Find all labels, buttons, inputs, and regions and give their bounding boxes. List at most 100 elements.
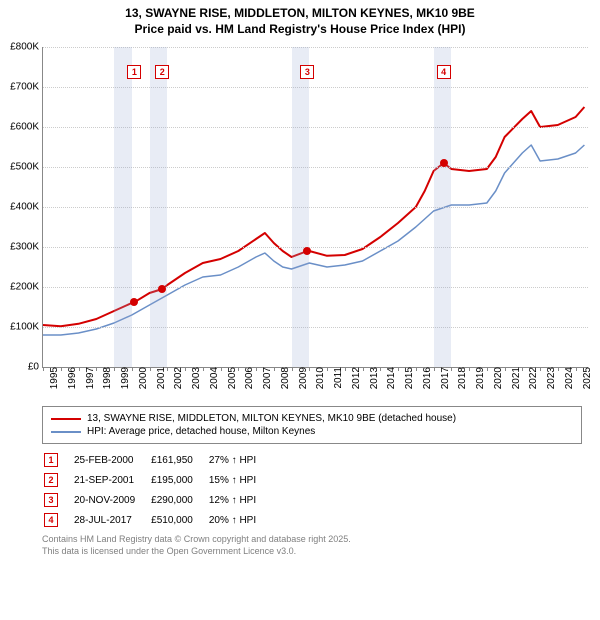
x-axis-label: 2019 bbox=[473, 367, 486, 389]
y-axis-label: £200K bbox=[10, 282, 43, 293]
x-tick bbox=[61, 367, 62, 371]
x-tick bbox=[203, 367, 204, 371]
x-tick bbox=[43, 367, 44, 371]
chart-container: 13, SWAYNE RISE, MIDDLETON, MILTON KEYNE… bbox=[0, 0, 600, 558]
x-axis-label: 2004 bbox=[207, 367, 220, 389]
x-tick bbox=[185, 367, 186, 371]
sale-number-box: 3 bbox=[44, 493, 58, 507]
x-axis-label: 2001 bbox=[154, 367, 167, 389]
sale-change: 27% ↑ HPI bbox=[207, 450, 270, 470]
x-tick bbox=[221, 367, 222, 371]
sale-change: 15% ↑ HPI bbox=[207, 470, 270, 490]
sales-table: 1 25-FEB-2000£161,95027% ↑ HPI221-SEP-200… bbox=[42, 450, 270, 530]
x-axis-label: 2007 bbox=[260, 367, 273, 389]
x-tick bbox=[540, 367, 541, 371]
x-axis-label: 1996 bbox=[65, 367, 78, 389]
highlight-band bbox=[114, 47, 132, 367]
highlight-band bbox=[150, 47, 168, 367]
x-tick bbox=[416, 367, 417, 371]
x-tick bbox=[434, 367, 435, 371]
x-tick bbox=[256, 367, 257, 371]
sale-number-box: 1 bbox=[44, 453, 58, 467]
x-axis-label: 2003 bbox=[189, 367, 202, 389]
sale-date: 20-NOV-2009 bbox=[72, 490, 149, 510]
x-tick bbox=[522, 367, 523, 371]
sale-dot bbox=[440, 159, 448, 167]
x-axis-label: 1998 bbox=[100, 367, 113, 389]
x-axis-label: 2000 bbox=[136, 367, 149, 389]
footnote-line-1: Contains HM Land Registry data © Crown c… bbox=[42, 534, 582, 546]
x-tick bbox=[380, 367, 381, 371]
table-row: 1 25-FEB-2000£161,95027% ↑ HPI bbox=[42, 450, 270, 470]
title-line-1: 13, SWAYNE RISE, MIDDLETON, MILTON KEYNE… bbox=[0, 6, 600, 22]
x-tick bbox=[487, 367, 488, 371]
x-axis-label: 2005 bbox=[225, 367, 238, 389]
table-row: 221-SEP-2001£195,00015% ↑ HPI bbox=[42, 470, 270, 490]
sale-date: 25-FEB-2000 bbox=[72, 450, 149, 470]
x-tick bbox=[150, 367, 151, 371]
x-tick bbox=[132, 367, 133, 371]
x-axis-label: 2016 bbox=[420, 367, 433, 389]
sale-marker: 4 bbox=[437, 65, 451, 79]
y-axis-label: £100K bbox=[10, 322, 43, 333]
y-axis-label: £400K bbox=[10, 202, 43, 213]
x-tick bbox=[363, 367, 364, 371]
title-line-2: Price paid vs. HM Land Registry's House … bbox=[0, 22, 600, 38]
x-tick bbox=[167, 367, 168, 371]
x-axis-label: 1997 bbox=[83, 367, 96, 389]
sale-number-box: 4 bbox=[44, 513, 58, 527]
x-tick bbox=[238, 367, 239, 371]
x-axis-label: 2023 bbox=[544, 367, 557, 389]
x-tick bbox=[96, 367, 97, 371]
sale-number-box: 2 bbox=[44, 473, 58, 487]
x-tick bbox=[327, 367, 328, 371]
sale-price: £290,000 bbox=[149, 490, 207, 510]
sale-price: £510,000 bbox=[149, 510, 207, 530]
x-axis-label: 2013 bbox=[367, 367, 380, 389]
x-axis-label: 2009 bbox=[296, 367, 309, 389]
sale-change: 12% ↑ HPI bbox=[207, 490, 270, 510]
y-axis-label: £0 bbox=[28, 362, 43, 373]
sale-price: £161,950 bbox=[149, 450, 207, 470]
sale-marker: 3 bbox=[300, 65, 314, 79]
x-axis-label: 2010 bbox=[313, 367, 326, 389]
x-tick bbox=[469, 367, 470, 371]
x-axis-label: 2008 bbox=[278, 367, 291, 389]
x-tick bbox=[451, 367, 452, 371]
legend: 13, SWAYNE RISE, MIDDLETON, MILTON KEYNE… bbox=[42, 406, 582, 444]
table-row: 428-JUL-2017£510,00020% ↑ HPI bbox=[42, 510, 270, 530]
legend-row-price: 13, SWAYNE RISE, MIDDLETON, MILTON KEYNE… bbox=[51, 412, 573, 425]
sale-date: 28-JUL-2017 bbox=[72, 510, 149, 530]
x-tick bbox=[309, 367, 310, 371]
x-axis-label: 2002 bbox=[171, 367, 184, 389]
x-tick bbox=[398, 367, 399, 371]
legend-swatch-hpi bbox=[51, 431, 81, 433]
x-axis-label: 2025 bbox=[580, 367, 593, 389]
x-tick bbox=[576, 367, 577, 371]
sale-dot bbox=[130, 298, 138, 306]
x-tick bbox=[114, 367, 115, 371]
x-axis-label: 2012 bbox=[349, 367, 362, 389]
x-axis-label: 2021 bbox=[509, 367, 522, 389]
y-axis-label: £500K bbox=[10, 162, 43, 173]
x-axis-label: 2015 bbox=[402, 367, 415, 389]
legend-label-price: 13, SWAYNE RISE, MIDDLETON, MILTON KEYNE… bbox=[87, 413, 456, 424]
chart-titles: 13, SWAYNE RISE, MIDDLETON, MILTON KEYNE… bbox=[0, 0, 600, 37]
footnote: Contains HM Land Registry data © Crown c… bbox=[42, 534, 582, 557]
x-axis-label: 1999 bbox=[118, 367, 131, 389]
x-tick bbox=[505, 367, 506, 371]
sale-marker: 2 bbox=[155, 65, 169, 79]
legend-label-hpi: HPI: Average price, detached house, Milt… bbox=[87, 426, 315, 437]
sale-dot bbox=[158, 285, 166, 293]
x-tick bbox=[292, 367, 293, 371]
highlight-band bbox=[292, 47, 310, 367]
y-axis-label: £800K bbox=[10, 42, 43, 53]
y-axis-label: £700K bbox=[10, 82, 43, 93]
x-axis-label: 2014 bbox=[384, 367, 397, 389]
x-axis-label: 2020 bbox=[491, 367, 504, 389]
x-tick bbox=[79, 367, 80, 371]
x-axis-label: 2017 bbox=[438, 367, 451, 389]
x-axis-label: 2006 bbox=[242, 367, 255, 389]
y-axis-label: £300K bbox=[10, 242, 43, 253]
x-tick bbox=[345, 367, 346, 371]
